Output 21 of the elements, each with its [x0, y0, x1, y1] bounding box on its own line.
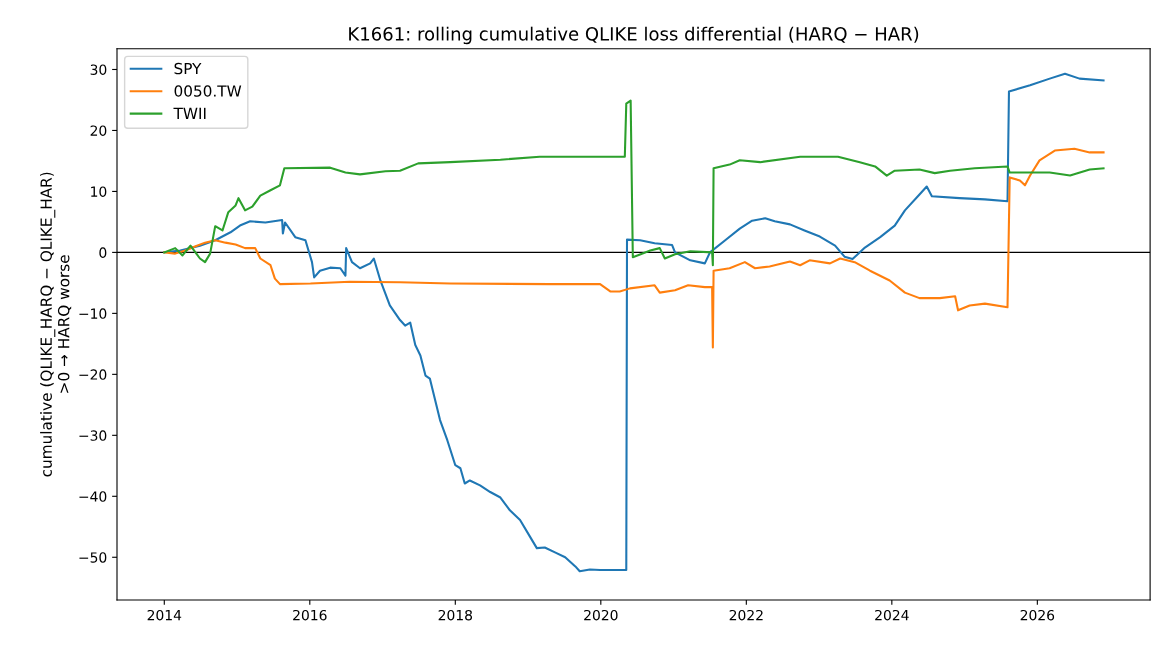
x-tick-label: 2014 — [147, 609, 182, 621]
y-tick-label: −20 — [79, 369, 107, 380]
x-tick-label: 2020 — [584, 609, 618, 621]
y-tick-label: −50 — [79, 552, 107, 563]
y-tick-label: −10 — [79, 308, 107, 319]
legend-label: SPY — [174, 62, 202, 75]
x-tick-label: 2024 — [875, 609, 909, 621]
x-tick-label: 2026 — [1020, 609, 1055, 621]
x-tick-label: 2016 — [293, 609, 327, 621]
y-tick-label: −30 — [79, 430, 107, 441]
chart-title: K1661: rolling cumulative QLIKE loss differential (HARQ − HAR) — [349, 26, 919, 45]
y-tick-label: 0 — [99, 247, 107, 258]
y-tick-label: 30 — [90, 64, 107, 75]
x-tick-label: 2022 — [729, 609, 763, 621]
y-axis-title: cumulative (QLIKE_HARQ − QLIKE_HAR) >0 → HARQ worse — [40, 172, 72, 477]
x-tick-label: 2018 — [438, 609, 473, 621]
legend-label: 0050.TW — [174, 85, 242, 97]
legend-label: TWII — [173, 107, 206, 119]
y-tick-label: 20 — [90, 125, 107, 136]
y-tick-label: −40 — [79, 491, 107, 502]
y-tick-label: 10 — [91, 186, 107, 197]
